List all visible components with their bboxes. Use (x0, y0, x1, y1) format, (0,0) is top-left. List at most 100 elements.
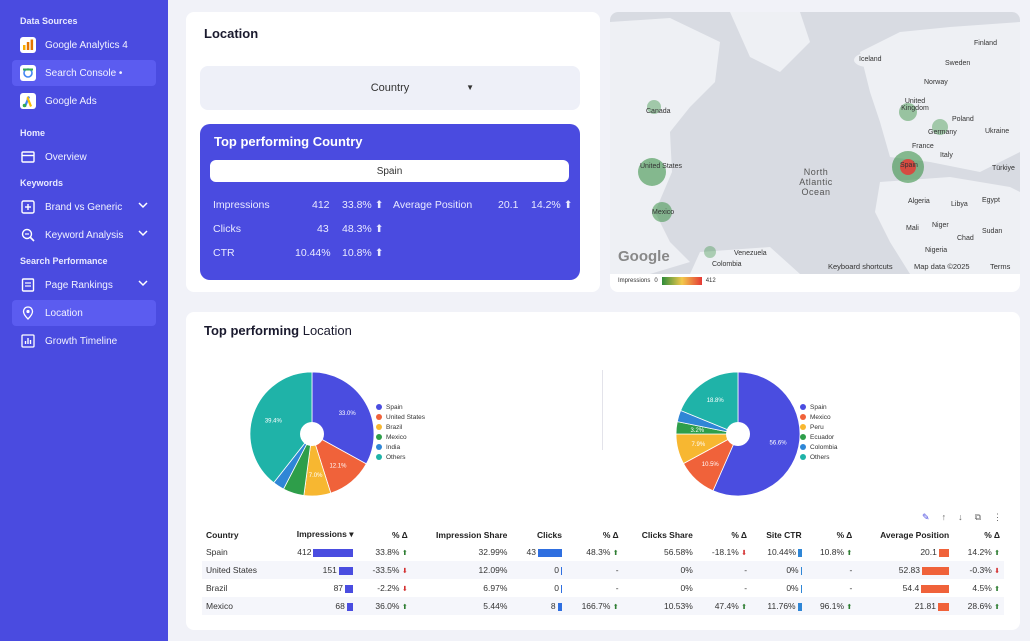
cell-bar (922, 566, 950, 575)
legend-item[interactable]: Spain (376, 402, 425, 412)
sidebar-section-data-sources: Data Sources (20, 16, 78, 26)
legend-max: 412 (705, 278, 716, 284)
terms-link[interactable]: Terms (990, 262, 1011, 271)
column-header[interactable]: Clicks (536, 529, 562, 540)
column-header[interactable]: Impression Share (436, 529, 508, 540)
legend-dot (376, 454, 382, 460)
chevron-down-icon[interactable] (138, 229, 148, 239)
table-row[interactable]: United States 151 -33.5% ⬇ 12.09% 0-0% -0% -52… (202, 561, 1004, 579)
more-icon[interactable]: ⋮ (993, 512, 1002, 522)
legend-item[interactable]: India (376, 442, 425, 452)
sidebar-item-growth-timeline[interactable]: Growth Timeline (12, 328, 156, 354)
map-label: Venezuela (734, 250, 767, 257)
ocean-label: North Atlantic Ocean (799, 167, 833, 197)
sidebar-item-location[interactable]: Location (12, 300, 156, 326)
legend-label: Others (386, 453, 406, 461)
legend-item[interactable]: Ecuador (800, 432, 837, 442)
column-header[interactable]: Impressions ▾ (296, 529, 354, 539)
cell-bar (921, 584, 950, 593)
pie-slice-label: 10.5% (702, 462, 720, 468)
cell-bar (800, 566, 802, 575)
map-card[interactable]: Finland Iceland Sweden Norway United Kin… (610, 12, 1020, 292)
analytics-icon (20, 37, 36, 53)
table-cell: 28.6% ⬆ (953, 597, 1004, 615)
top-performing-location-card: Top performing Location 33.0% 12.1% 7.0% 39… (186, 312, 1020, 630)
chevron-down-icon[interactable] (138, 279, 148, 289)
legend-item[interactable]: Colombia (800, 442, 837, 452)
table-cell: 36.0% ⬆ (357, 597, 412, 615)
map-label: Canada (646, 108, 671, 115)
sidebar-item-keyword-analysis[interactable]: Keyword Analysis (12, 222, 156, 248)
sidebar-item-search-console[interactable]: Search Console • (12, 60, 156, 86)
legend-item[interactable]: Others (376, 452, 425, 462)
column-header[interactable]: % Δ (602, 529, 619, 540)
pie-chart-locations: 56.6% 10.5% 7.9% 3.2% 18.8% (675, 371, 801, 497)
cell-bar (800, 584, 802, 593)
table-row[interactable]: Mexico 68 36.0% ⬆ 5.44% 8 166.7% ⬆ 10.53% 47.4%… (202, 597, 1004, 615)
plus-box-icon (20, 199, 36, 215)
legend-item[interactable]: Spain (800, 402, 837, 412)
bar-chart-icon (20, 333, 36, 349)
legend-item[interactable]: United States (376, 412, 425, 422)
map-label: Türkiye (992, 165, 1015, 172)
legend-label: Spain (386, 403, 403, 411)
legend-label: Impressions (618, 278, 651, 284)
world-map[interactable]: Finland Iceland Sweden Norway United Kin… (610, 12, 1020, 274)
map-label: Germany (928, 129, 957, 136)
legend-dot (800, 454, 806, 460)
edit-icon[interactable]: ✎ (922, 512, 930, 522)
pie-slice-spain[interactable] (311, 371, 375, 465)
legend-label: Brazil (386, 423, 403, 431)
metric-label: Impressions (213, 199, 270, 211)
legend-item[interactable]: Brazil (376, 422, 425, 432)
sidebar-item-brand-vs-generic[interactable]: Brand vs Generic (12, 194, 156, 220)
search-console-icon (20, 65, 36, 81)
sidebar-item-label: Google Analytics 4 (45, 39, 128, 51)
table-cell: 6.97% (483, 583, 508, 593)
pie-slice-others[interactable] (680, 371, 739, 435)
legend-item[interactable]: Peru (800, 422, 837, 432)
page-icon (20, 277, 36, 293)
pie-slice-spain[interactable] (712, 371, 801, 497)
legend-dot (800, 424, 806, 430)
sidebar-item-page-rankings[interactable]: Page Rankings (12, 272, 156, 298)
pie-slice-label: 7.9% (691, 442, 705, 448)
sidebar-item-google-analytics[interactable]: Google Analytics 4 (12, 32, 156, 58)
column-header[interactable]: Average Position (880, 529, 950, 540)
country-dropdown[interactable]: Country ▼ (200, 66, 580, 110)
table-row[interactable]: Brazil 87 -2.2% ⬇ 6.97% 0-0% -0% -54.4 4.5% ⬆ (202, 579, 1004, 597)
column-header[interactable]: Country (206, 529, 239, 540)
metric-label: Clicks (213, 223, 241, 235)
column-header[interactable]: % Δ (391, 529, 408, 540)
table-cell: - (849, 583, 853, 593)
pie-slice-others[interactable] (249, 371, 313, 484)
sidebar-item-google-ads[interactable]: Google Ads (12, 88, 156, 114)
table-cell: United States (202, 561, 277, 579)
sidebar-item-overview[interactable]: Overview (12, 144, 156, 170)
table-cell: 412 (276, 543, 357, 561)
legend-dot (376, 434, 382, 440)
column-header[interactable]: Site CTR (766, 529, 802, 540)
pie-slice-label: 56.6% (770, 440, 788, 446)
column-header[interactable]: % Δ (836, 529, 853, 540)
table-cell: 33.8% ⬆ (375, 547, 408, 557)
legend-item[interactable]: Others (800, 452, 837, 462)
table-cell: 11.76% (751, 597, 806, 615)
map-label: Algeria (908, 198, 930, 205)
legend-item[interactable]: Mexico (800, 412, 837, 422)
table-cell: 0% (622, 561, 697, 579)
pie-slice-label: 7.0% (309, 473, 323, 479)
table-row[interactable]: Spain 412 33.8% ⬆ 32.99% 43 48.3% ⬆ 56.58% -18.… (202, 543, 1004, 561)
chevron-down-icon[interactable] (138, 201, 148, 211)
column-header[interactable]: % Δ (984, 529, 1000, 540)
arrow-down-icon[interactable]: ↓ (958, 512, 963, 522)
legend-item[interactable]: Mexico (376, 432, 425, 442)
export-icon[interactable]: ⧉ (974, 512, 981, 522)
arrow-up-icon[interactable]: ↑ (941, 512, 947, 522)
keyboard-shortcuts-link[interactable]: Keyboard shortcuts (828, 262, 893, 271)
pie-legend-locations: Spain Mexico Peru Ecuador Colombia Others (800, 402, 837, 462)
legend-label: Peru (810, 423, 824, 431)
column-header[interactable]: Clicks Share (641, 529, 693, 540)
column-header[interactable]: % Δ (731, 529, 748, 540)
location-card: Location Country ▼ Top performing Countr… (186, 12, 600, 292)
